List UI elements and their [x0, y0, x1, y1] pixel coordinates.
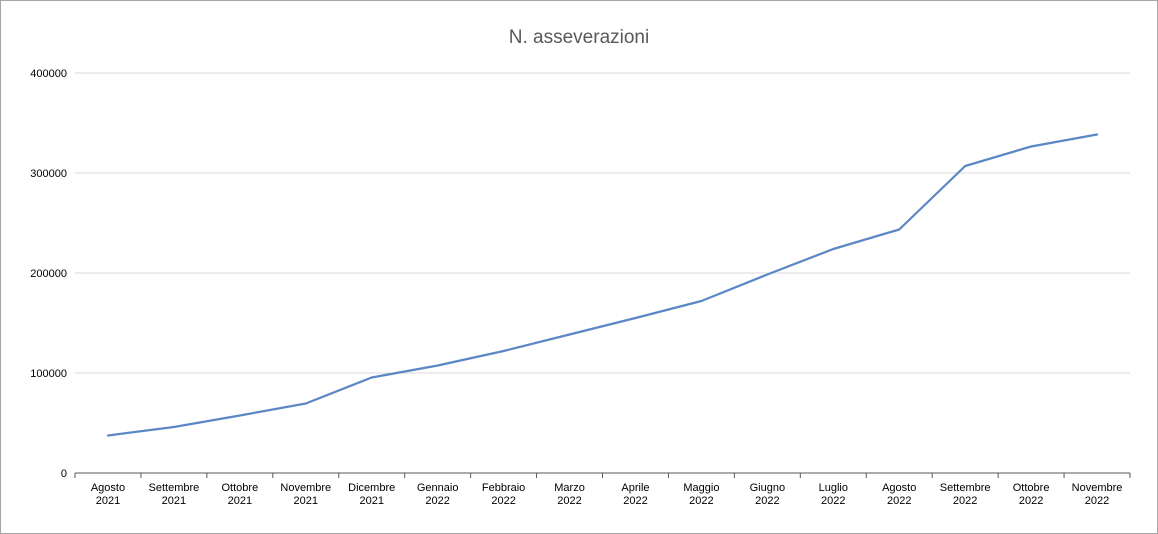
x-tick-label: Gennaio 2022 — [417, 482, 459, 507]
x-tick-label: Settembre 2021 — [149, 482, 200, 507]
x-tick-label: Novembre 2022 — [1072, 482, 1123, 507]
x-tick-label: Ottobre 2022 — [1013, 482, 1050, 507]
x-tick-label: Ottobre 2021 — [222, 482, 259, 507]
chart-title: N. asseverazioni — [508, 27, 650, 48]
x-tick-label: Luglio 2022 — [819, 482, 848, 507]
gridlines — [75, 72, 1130, 374]
x-tick-label: Settembre 2022 — [940, 482, 991, 507]
x-tick-label: Aprile 2022 — [621, 482, 649, 507]
y-tick-label: 200000 — [30, 268, 67, 280]
plot-area — [106, 133, 1099, 437]
x-tick-label: Febbraio 2022 — [482, 482, 525, 507]
y-tick-label: 400000 — [30, 68, 67, 80]
x-tick-label: Novembre 2021 — [280, 482, 331, 507]
x-tick-label: Agosto 2021 — [91, 482, 125, 507]
x-tick-label: Dicembre 2021 — [348, 482, 395, 507]
y-tick-label: 0 — [61, 468, 67, 480]
y-tick-label: 100000 — [30, 368, 67, 380]
y-axis: 0 100000 200000 300000 400000 — [30, 68, 67, 480]
x-axis: Agosto 2021 Settembre 2021 Ottobre 2021 Novemb… — [74, 472, 1131, 507]
x-tick-label: Maggio 2022 — [683, 482, 719, 507]
x-tick-label: Giugno 2022 — [750, 482, 785, 507]
x-tick-label: Marzo 2022 — [554, 482, 585, 507]
x-tick-label: Agosto 2022 — [882, 482, 916, 507]
y-tick-label: 300000 — [30, 168, 67, 180]
series-line — [106, 133, 1099, 437]
